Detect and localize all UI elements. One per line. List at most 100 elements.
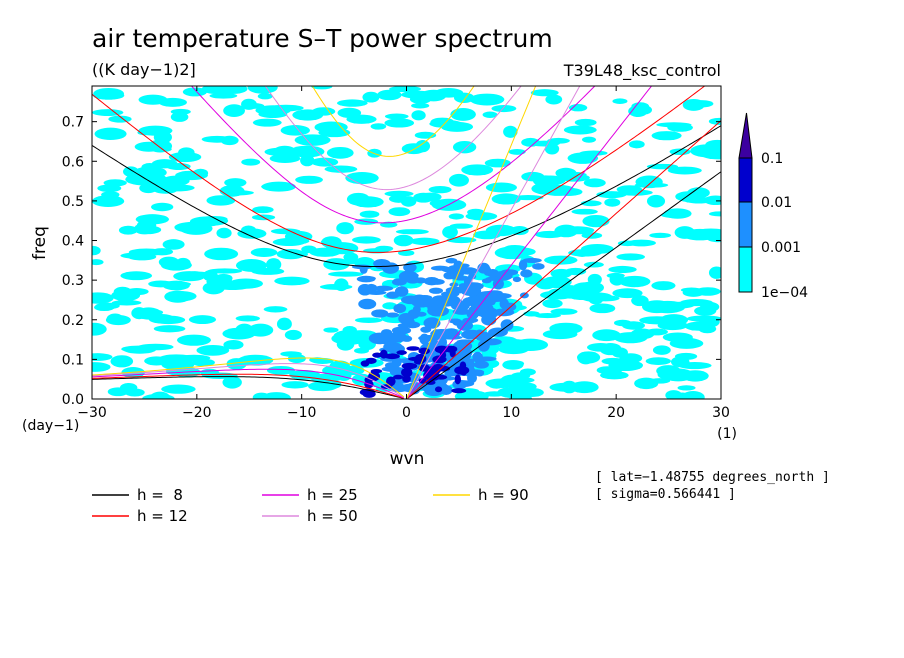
shade-cell — [295, 175, 323, 184]
shade-cell — [500, 319, 514, 331]
shade-cell — [574, 250, 590, 257]
info-latitude: [ lat=−1.48755 degrees_north ] — [595, 470, 830, 485]
shade-cell — [467, 208, 485, 216]
shade-cell — [343, 252, 359, 262]
shade-cell — [477, 302, 494, 315]
shade-cell — [587, 273, 602, 286]
legend-label: h = 8 — [137, 486, 183, 504]
shade-cell — [467, 372, 478, 384]
curve-rossby-h90 — [92, 357, 405, 398]
run-label: T39L48_ksc_control — [563, 61, 721, 81]
shade-cell — [235, 315, 260, 322]
colorbar: 1e−04 0.001 0.01 0.1 — [738, 112, 808, 301]
shade-cell — [462, 349, 472, 357]
shade-cell — [530, 89, 559, 97]
shade-cell — [659, 314, 689, 326]
shade-cell — [267, 104, 304, 112]
shade-cell — [409, 237, 440, 245]
shade-cell — [708, 266, 721, 279]
shade-cell — [491, 105, 517, 113]
shade-cell — [196, 344, 230, 356]
shade-cell — [371, 309, 389, 318]
legend-label: h = 50 — [307, 507, 358, 525]
shade-cell — [261, 181, 296, 192]
shade-cell — [235, 259, 267, 272]
shade-cell — [311, 86, 333, 90]
shade-cell — [386, 291, 400, 299]
colorbar-label: 0.01 — [761, 195, 792, 211]
curve-kelvin-h25 — [406, 86, 653, 399]
shade-cell — [266, 365, 296, 375]
shade-cell — [652, 345, 671, 355]
shade-cell — [577, 351, 595, 365]
shade-cell — [336, 337, 355, 351]
shade-cell — [337, 99, 368, 107]
shade-cell — [587, 343, 615, 352]
shade-cell — [352, 236, 381, 244]
shade-cell — [509, 393, 533, 399]
shade-cell — [454, 374, 461, 385]
shade-cell — [326, 146, 354, 159]
shade-cell — [635, 175, 663, 189]
shade-cell — [300, 154, 315, 167]
shade-cell — [483, 391, 506, 397]
shade-cell — [92, 109, 124, 116]
shade-cell — [561, 380, 578, 394]
shade-cell — [656, 122, 692, 128]
shade-cell — [178, 147, 195, 158]
shade-cell — [354, 317, 383, 323]
shade-cell — [411, 110, 426, 121]
shade-cell — [386, 376, 396, 387]
shade-cell — [393, 234, 414, 247]
shade-cell — [161, 384, 196, 394]
shade-cell — [170, 112, 189, 122]
shade-cell — [162, 239, 185, 250]
chart-subtitle: ((K day−1)2] — [92, 60, 196, 79]
shade-cell — [649, 232, 672, 238]
shade-cell — [151, 202, 174, 212]
shade-cell — [281, 381, 309, 389]
shade-cell — [456, 339, 474, 344]
shade-cell — [219, 185, 245, 197]
shade-cell — [401, 362, 418, 370]
shade-cell — [469, 93, 505, 106]
shade-cell — [589, 303, 616, 314]
colorbar-label: 0.1 — [761, 151, 783, 167]
shade-cell — [354, 347, 369, 354]
shade-cell — [534, 313, 561, 319]
shade-cell — [415, 277, 427, 284]
shade-cell — [103, 179, 127, 187]
shade-cell — [596, 366, 619, 375]
colorbar-segment — [738, 246, 753, 293]
shade-cell — [429, 278, 445, 285]
shade-cell — [545, 94, 563, 105]
shade-cell — [92, 292, 114, 304]
shade-cell — [416, 295, 433, 300]
shade-cell — [274, 276, 310, 286]
chart-title: air temperature S–T power spectrum — [92, 24, 553, 53]
x-tick-label: 10 — [502, 405, 520, 421]
shade-cell — [314, 121, 348, 133]
shade-cell — [449, 223, 473, 229]
shade-cell — [470, 295, 481, 306]
shade-cell — [476, 311, 489, 317]
plot-area — [91, 85, 722, 400]
shade-cell — [687, 187, 710, 199]
shade-cell — [92, 259, 104, 266]
shade-cell — [419, 333, 430, 345]
shade-cell — [592, 329, 621, 342]
shade-cell — [334, 278, 349, 292]
shade-cell — [663, 208, 692, 219]
shade-cell — [346, 192, 370, 206]
shade-cell — [179, 222, 213, 235]
shade-cell — [389, 86, 422, 93]
shade-cell — [554, 224, 579, 238]
shade-cell — [94, 303, 115, 312]
shade-cell — [503, 360, 525, 368]
shade-cell — [275, 237, 310, 245]
legend-item: h = 90 — [433, 486, 529, 504]
curve-rossby-h8 — [92, 376, 404, 399]
shade-cell — [532, 263, 545, 270]
shade-cell — [111, 289, 141, 302]
colorbar-segment — [738, 157, 753, 203]
